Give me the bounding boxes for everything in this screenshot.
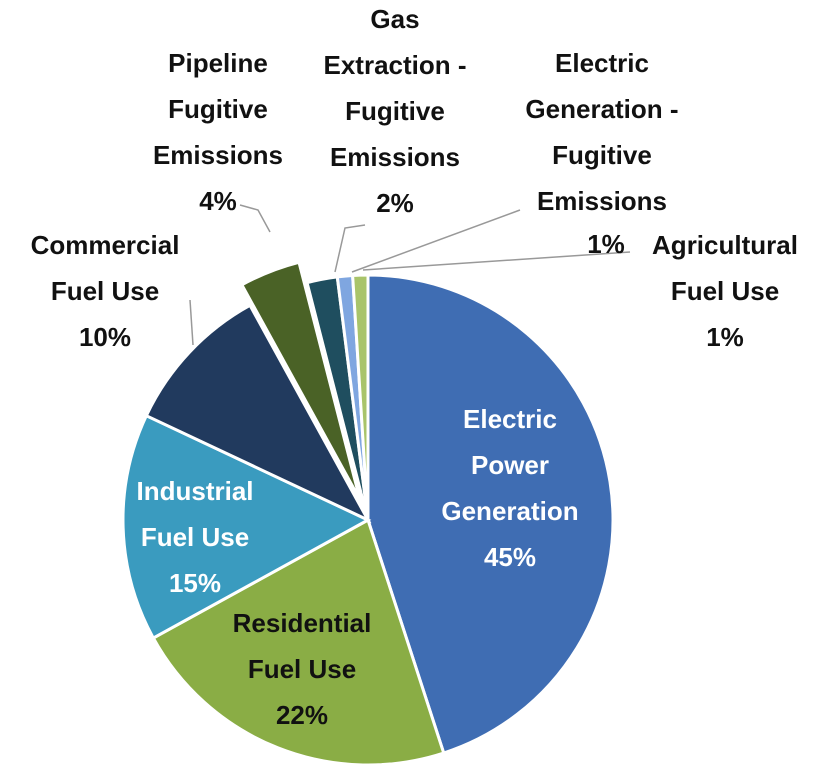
slice-label: Agricultural Fuel Use 1% [635, 222, 815, 360]
leader-line [334, 224, 366, 273]
category-label: Electric Generation - Fugitive Emissions [525, 48, 679, 216]
category-label: Residential Fuel Use [232, 608, 372, 684]
value-label: 1% [587, 229, 625, 259]
value-label: 4% [199, 186, 237, 216]
value-label: 45% [483, 542, 537, 572]
leader-lines [189, 204, 631, 346]
category-label: Agricultural Fuel Use [652, 230, 798, 306]
slice-label: Commercial Fuel Use 10% [10, 222, 200, 360]
slice-label: Electric Generation - Fugitive Emissions [525, 40, 680, 224]
value-label: 15% [168, 568, 222, 598]
slice-label: Gas Extraction - Fugitive Emissions 2% [320, 0, 470, 226]
leader-line [189, 299, 194, 346]
value-label: 10% [78, 322, 132, 352]
slice-label: Residential Fuel Use 22% [207, 600, 397, 738]
category-label: Gas Extraction - Fugitive Emissions [323, 4, 467, 172]
value-label: 1% [706, 322, 744, 352]
pie-slice [144, 303, 372, 524]
value-label: 2% [376, 188, 414, 218]
slice-label: Industrial Fuel Use 15% [115, 468, 275, 606]
category-label: Pipeline Fugitive Emissions [152, 48, 284, 170]
slice-label: Pipeline Fugitive Emissions 4% [148, 40, 288, 224]
pie-slice [366, 273, 615, 755]
leader-line [351, 209, 521, 273]
pie-slice [239, 260, 362, 501]
category-label: Electric Power Generation [441, 404, 579, 526]
category-label: Industrial Fuel Use [136, 476, 254, 552]
value-label: 22% [275, 700, 329, 730]
pie-slice [351, 273, 370, 521]
leader-line [239, 204, 271, 233]
slice-label: Electric Power Generation 45% [430, 396, 590, 580]
category-label: Commercial Fuel Use [30, 230, 180, 306]
leader-line [362, 251, 631, 271]
pie-slice [151, 517, 446, 767]
pie-slice [121, 413, 372, 641]
